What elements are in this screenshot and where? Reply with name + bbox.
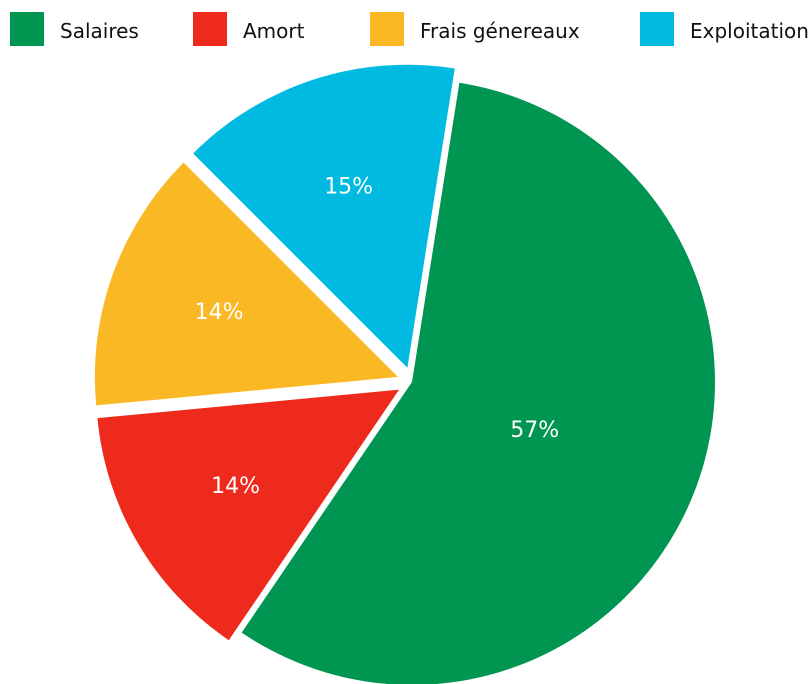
pie-slice-exploitation <box>193 64 455 368</box>
legend-label-frais-genereaux: Frais génereaux <box>420 19 580 43</box>
legend-swatch-amort <box>193 12 227 46</box>
legend-label-salaires: Salaires <box>60 19 139 43</box>
chart-legend: Salaires Amort Frais génereaux Exploitat… <box>0 0 810 60</box>
legend-swatch-exploitation <box>640 12 674 46</box>
pie-slice-amort <box>97 389 400 641</box>
pie-slice-salaires <box>241 82 715 684</box>
pie-label-salaires: 57% <box>510 418 559 443</box>
legend-swatch-frais-genereaux <box>370 12 404 46</box>
pie-label-amort: 14% <box>211 474 260 499</box>
pie-label-frais-genereaux: 14% <box>195 300 244 325</box>
legend-label-exploitation: Exploitation <box>690 19 809 43</box>
legend-swatch-salaires <box>10 12 44 46</box>
pie-slice-frais-genereaux <box>94 162 398 406</box>
legend-label-amort: Amort <box>243 19 305 43</box>
pie-label-exploitation: 15% <box>324 175 373 200</box>
